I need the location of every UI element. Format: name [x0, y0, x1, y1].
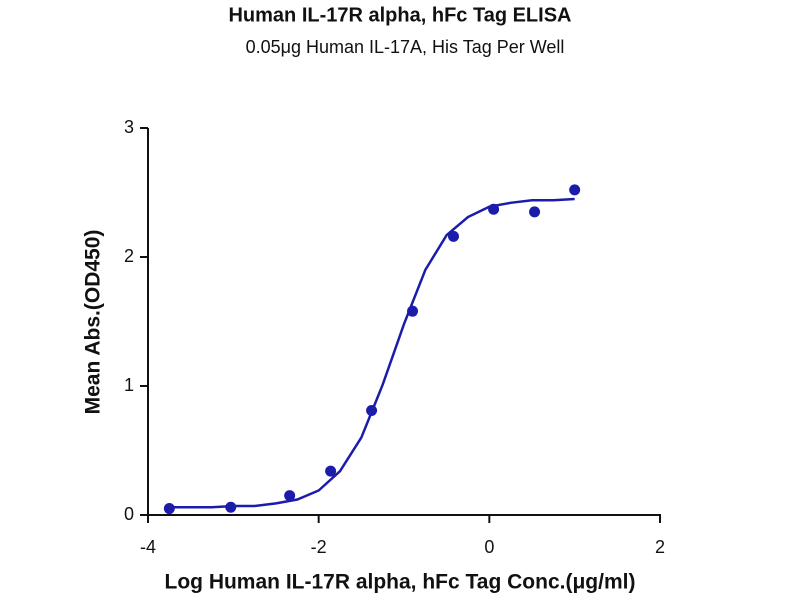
- y-tick-label: 1: [124, 375, 134, 395]
- data-point: [569, 184, 581, 196]
- data-point: [407, 305, 419, 317]
- y-axis-label: Mean Abs.(OD450): [82, 230, 105, 415]
- y-tick-label: 0: [124, 504, 134, 524]
- y-tick-label: 3: [124, 117, 134, 137]
- data-point: [325, 465, 337, 477]
- x-axis-label: Log Human IL-17R alpha, hFc Tag Conc.(μg…: [165, 571, 636, 594]
- y-tick-label: 2: [124, 246, 134, 266]
- data-point: [366, 405, 378, 417]
- data-point: [284, 490, 296, 502]
- x-tick-label: -4: [140, 537, 156, 557]
- data-point: [163, 503, 175, 515]
- data-point: [488, 203, 500, 215]
- chart-subtitle: 0.05μg Human IL-17A, His Tag Per Well: [246, 37, 565, 57]
- x-tick-label: -2: [311, 537, 327, 557]
- data-point: [529, 206, 541, 218]
- x-tick-label: 2: [655, 537, 665, 557]
- chart-title: Human IL-17R alpha, hFc Tag ELISA: [228, 4, 571, 26]
- data-point: [447, 230, 459, 242]
- fit-curve: [169, 197, 575, 509]
- x-tick-label: 0: [484, 537, 494, 557]
- data-point: [225, 501, 237, 513]
